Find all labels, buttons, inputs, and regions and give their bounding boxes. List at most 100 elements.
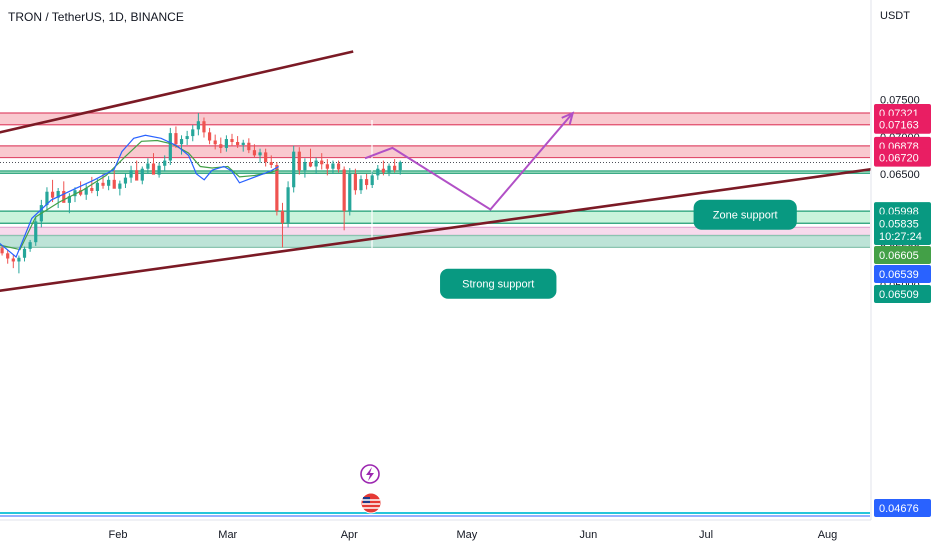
price-label-text: 0.06509 [879, 289, 919, 301]
candle-body [157, 165, 161, 175]
candle [353, 168, 357, 195]
candle-body [241, 142, 245, 145]
candle [247, 138, 251, 154]
candle [207, 127, 212, 145]
candle [308, 148, 313, 168]
price-label-text: 10:27:24 [879, 231, 922, 243]
candle-body [67, 196, 71, 203]
candle-body [325, 164, 329, 169]
candle [107, 176, 111, 191]
candle [0, 245, 4, 256]
candle [196, 113, 200, 136]
candle-body [118, 183, 122, 189]
candle-body [11, 258, 15, 262]
price-label-text: 0.06605 [879, 250, 919, 262]
symbol-title: TRON / TetherUS, 1D, BINANCE [8, 10, 184, 24]
candle-body [381, 168, 386, 173]
candle [252, 144, 257, 158]
price-label-box [874, 148, 931, 167]
candle-body [73, 190, 77, 197]
candle-body [398, 162, 402, 171]
candle-body [196, 121, 200, 130]
x-tick-label: Apr [341, 529, 358, 541]
lightning-icon-glyph [366, 467, 374, 481]
zone-zone-support [0, 211, 870, 224]
candle [6, 249, 10, 264]
x-tick-label: Mar [218, 529, 237, 541]
candle [140, 166, 144, 185]
candle-body [179, 139, 184, 145]
candle [78, 181, 83, 197]
zone-strong-support [0, 235, 870, 248]
candle-body [84, 188, 88, 195]
candle-body [107, 179, 111, 186]
ma-line-green [0, 139, 279, 251]
candle-body [314, 160, 318, 167]
candle-body [174, 133, 178, 145]
zone-upper-resistance [0, 112, 870, 125]
candle-body [275, 165, 279, 212]
candle-body [45, 191, 49, 206]
channel-line-lower [0, 159, 932, 292]
candle [331, 160, 335, 174]
candle [11, 254, 15, 269]
candle-body [151, 163, 156, 175]
price-label-box [874, 499, 931, 517]
candle-body [207, 132, 212, 141]
annotation-label: Strong support [462, 279, 534, 291]
channel-line-upper [0, 50, 354, 134]
candle-body [213, 140, 217, 145]
candle [364, 173, 369, 190]
candle-body [252, 150, 257, 156]
candle [359, 175, 363, 194]
candle [163, 155, 167, 172]
candle [325, 159, 329, 176]
candle-body [34, 221, 38, 243]
candle [303, 158, 307, 178]
candle-body [78, 190, 83, 195]
candle-body [62, 190, 66, 203]
candle-body [50, 191, 55, 198]
candle [191, 124, 195, 142]
candle-body [135, 170, 139, 181]
candle-body [191, 129, 195, 137]
candle [258, 148, 262, 163]
forecast-path [364, 112, 574, 211]
candle [151, 153, 156, 175]
y-tick-label: 0.07500 [880, 95, 920, 107]
x-tick-label: Jul [699, 529, 713, 541]
candle-body [387, 165, 391, 173]
candle-body [297, 151, 301, 171]
price-label-text: 0.07163 [879, 120, 919, 132]
zone-lower-resistance [0, 145, 870, 158]
price-label-box [874, 265, 931, 283]
candle [264, 148, 268, 167]
candle-body [185, 136, 189, 140]
candle-body [0, 248, 4, 254]
candle [45, 187, 49, 212]
candle [168, 127, 172, 166]
candle [393, 159, 397, 173]
annotation-box [693, 199, 797, 230]
candle-body [17, 257, 21, 262]
candle [129, 165, 133, 183]
candle-body [219, 144, 223, 148]
candle [123, 173, 128, 189]
candle [157, 162, 161, 178]
candle [34, 216, 38, 246]
price-label-box [874, 246, 931, 264]
candle [17, 255, 21, 274]
candle [320, 153, 324, 170]
candle-body [353, 173, 357, 191]
candle-body [364, 179, 369, 186]
candle [286, 181, 290, 228]
candle-body [359, 179, 363, 191]
candle-body [146, 163, 150, 169]
candle [387, 163, 391, 177]
candle [292, 145, 296, 193]
price-label-text: 0.06720 [879, 153, 919, 165]
candle [84, 184, 88, 200]
candle [336, 160, 341, 173]
